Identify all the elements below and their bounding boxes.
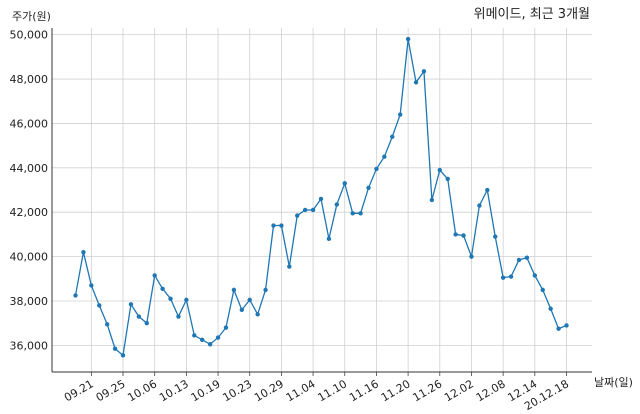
data-point bbox=[112, 346, 118, 351]
data-point bbox=[429, 197, 435, 203]
y-tick-label: 42,000 bbox=[10, 206, 49, 219]
y-tick-label: 46,000 bbox=[10, 117, 49, 130]
y-tick-label: 38,000 bbox=[10, 295, 49, 308]
data-point bbox=[318, 196, 324, 202]
data-point bbox=[128, 302, 134, 307]
data-point bbox=[413, 80, 419, 85]
data-point bbox=[152, 273, 157, 278]
data-point bbox=[97, 303, 102, 308]
data-point bbox=[207, 342, 213, 347]
data-point bbox=[310, 207, 316, 213]
data-point bbox=[247, 297, 252, 303]
data-point bbox=[334, 202, 340, 207]
data-point bbox=[160, 286, 165, 291]
data-point bbox=[104, 322, 110, 327]
data-point bbox=[556, 326, 561, 331]
y-tick-label: 36,000 bbox=[10, 339, 49, 352]
axes bbox=[51, 28, 592, 376]
x-tick-label: 10.06 bbox=[125, 377, 159, 404]
data-point bbox=[215, 335, 221, 340]
data-point bbox=[405, 36, 411, 42]
x-tick-label: 09.21 bbox=[62, 377, 96, 404]
data-point bbox=[176, 314, 181, 319]
x-tick-label: 12.08 bbox=[474, 377, 508, 404]
data-point bbox=[524, 255, 530, 260]
y-axis-label: 주가(원) bbox=[12, 10, 51, 23]
data-point bbox=[358, 211, 363, 216]
data-point bbox=[437, 167, 442, 173]
x-tick-label: 10.23 bbox=[220, 377, 254, 404]
price-points bbox=[73, 36, 569, 358]
data-point bbox=[516, 257, 522, 263]
data-point bbox=[342, 181, 347, 186]
data-point bbox=[295, 213, 300, 218]
data-point bbox=[382, 154, 387, 159]
data-point bbox=[397, 112, 403, 117]
x-tick-label: 11.10 bbox=[315, 377, 349, 404]
x-tick-label: 11.16 bbox=[347, 377, 381, 404]
y-tick-label: 40,000 bbox=[10, 251, 49, 264]
data-point bbox=[192, 333, 197, 338]
data-point bbox=[350, 211, 355, 216]
grid-lines bbox=[52, 28, 592, 372]
data-point bbox=[485, 187, 490, 193]
data-point bbox=[223, 325, 229, 330]
data-point bbox=[184, 297, 189, 303]
data-point bbox=[540, 287, 545, 293]
data-point bbox=[366, 185, 371, 190]
data-point bbox=[477, 203, 482, 208]
x-tick-label: 12.02 bbox=[442, 377, 476, 404]
x-tick-labels: 09.2109.2510.0610.1310.1910.2310.2911.04… bbox=[62, 377, 571, 413]
data-point bbox=[120, 353, 126, 358]
data-point bbox=[239, 307, 245, 313]
data-point bbox=[279, 223, 284, 228]
data-point bbox=[469, 254, 474, 259]
x-tick-label: 10.19 bbox=[189, 377, 223, 404]
x-axis-label: 날짜(일) bbox=[594, 375, 633, 389]
data-point bbox=[564, 323, 569, 328]
x-tick-label: 11.04 bbox=[284, 377, 318, 404]
data-point bbox=[532, 273, 538, 278]
x-tick-label: 10.13 bbox=[157, 377, 191, 404]
data-point bbox=[500, 275, 506, 280]
data-point bbox=[374, 166, 379, 172]
data-point bbox=[302, 207, 308, 213]
data-point bbox=[255, 312, 260, 317]
data-point bbox=[390, 134, 395, 139]
data-point bbox=[445, 176, 450, 182]
data-point bbox=[453, 232, 458, 237]
y-tick-label: 50,000 bbox=[10, 29, 49, 42]
data-point bbox=[73, 293, 78, 298]
data-point bbox=[461, 233, 466, 238]
data-point bbox=[168, 296, 173, 301]
x-tick-label: 11.20 bbox=[379, 377, 413, 404]
data-point bbox=[271, 223, 276, 228]
data-point bbox=[200, 337, 205, 343]
data-point bbox=[548, 306, 553, 311]
data-point bbox=[508, 274, 514, 279]
y-tick-labels: 36,000 38,000 40,000 42,000 44,000 46,000 48,0… bbox=[10, 29, 49, 353]
chart-title: 위메이드, 최근 3개월 bbox=[474, 7, 590, 22]
data-point bbox=[493, 234, 498, 239]
data-point bbox=[326, 236, 332, 242]
x-tick-label: 10.29 bbox=[252, 377, 286, 404]
x-tick-label: 11.26 bbox=[411, 377, 445, 404]
data-point bbox=[263, 287, 268, 293]
data-point bbox=[81, 249, 86, 255]
data-point bbox=[144, 320, 149, 326]
data-point bbox=[89, 283, 94, 288]
data-point bbox=[136, 314, 142, 319]
data-point bbox=[421, 69, 427, 74]
y-tick-label: 48,000 bbox=[10, 73, 49, 86]
data-point bbox=[231, 287, 237, 293]
y-tick-label: 44,000 bbox=[10, 162, 49, 175]
x-tick-label: 09.25 bbox=[94, 377, 128, 404]
data-point bbox=[287, 264, 292, 269]
